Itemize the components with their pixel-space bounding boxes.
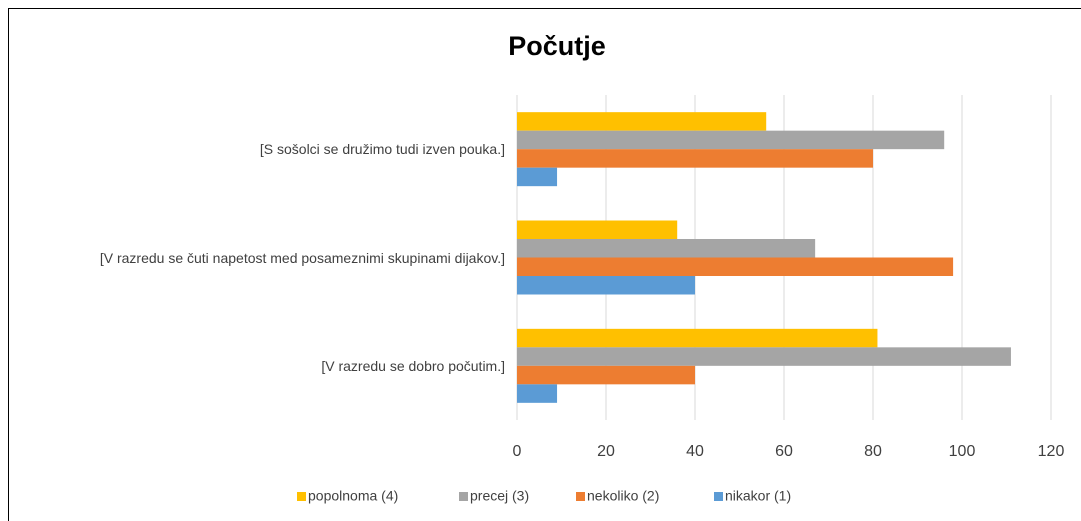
legend-swatch [297,492,306,501]
x-tick-label: 60 [775,443,793,460]
y-tick-label-box: [V razredu se dobro počutim.] [5,358,505,374]
y-tick-label-box: [V razredu se čuti napetost med posamezn… [5,250,505,266]
bar [517,149,873,168]
legend-label: nekoliko (2) [587,488,659,504]
x-tick-label: 0 [513,443,522,460]
bar [517,167,558,187]
chart-title: Počutje [508,31,606,61]
legend-label: popolnoma (4) [308,488,398,504]
bar [517,257,954,276]
bar [517,239,816,258]
bar [517,112,767,131]
y-tick-label: [V razredu se dobro počutim.] [321,357,505,374]
legend-label: precej (3) [470,488,529,504]
legend-label: nikakor (1) [725,488,791,504]
y-tick-label: [S sošolci se družimo tudi izven pouka.] [259,141,505,158]
x-tick-label: 80 [864,443,882,460]
bar [517,365,695,385]
bar [517,347,1011,366]
y-tick-label: [V razredu se čuti napetost med posamezn… [99,249,505,266]
legend-swatch [576,492,585,501]
legend-swatch [714,492,723,501]
x-tick-label: 120 [1038,443,1065,460]
bar [517,384,558,403]
x-tick-label: 100 [949,443,976,460]
legend-swatch [459,492,468,501]
x-tick-label: 40 [686,443,704,460]
bar [517,130,945,150]
x-tick-label: 20 [597,443,615,460]
bar [517,328,878,348]
bar [517,276,695,295]
bar [517,220,678,239]
y-tick-label-box: [S sošolci se družimo tudi izven pouka.] [5,141,505,157]
